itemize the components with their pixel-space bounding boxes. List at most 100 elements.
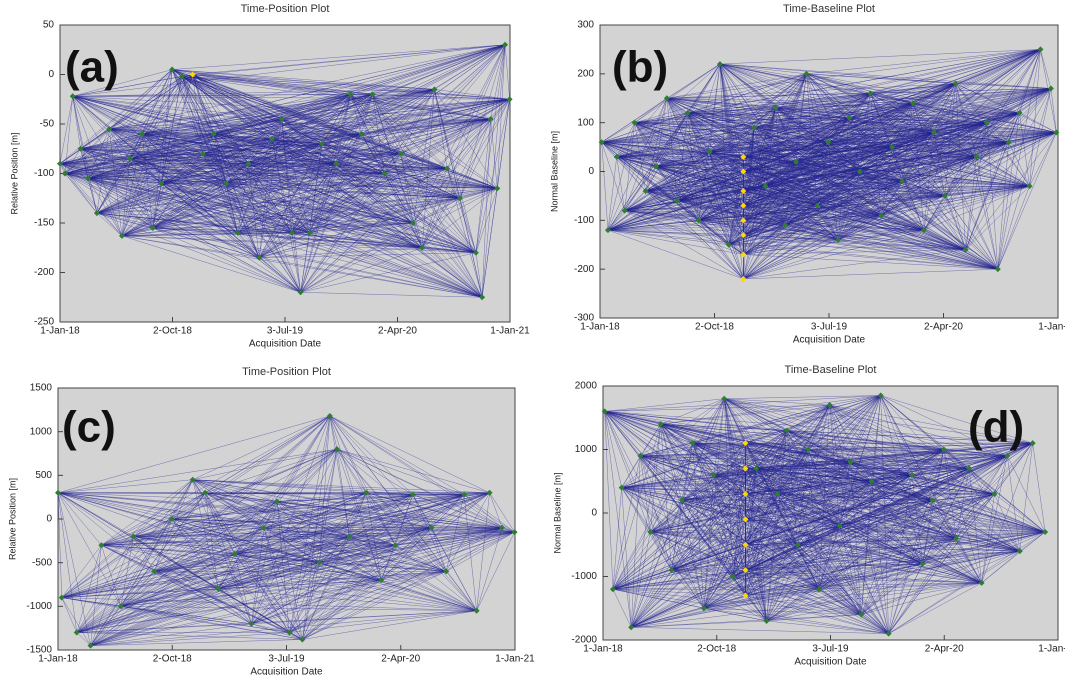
connection — [743, 88, 1052, 255]
point — [410, 220, 417, 226]
connection — [965, 49, 1041, 250]
connection — [133, 492, 367, 537]
connection — [839, 481, 872, 526]
connection — [319, 562, 477, 611]
connection — [475, 99, 510, 253]
connection — [719, 64, 744, 279]
point — [118, 232, 125, 239]
connection — [818, 481, 872, 590]
connection — [743, 49, 1041, 172]
connection — [192, 74, 351, 95]
connection — [161, 183, 301, 293]
connection — [101, 544, 219, 590]
connection — [745, 442, 1020, 552]
connection — [64, 96, 73, 174]
connection — [709, 107, 776, 153]
connection — [171, 492, 490, 520]
connection — [90, 571, 155, 646]
connection — [380, 494, 414, 581]
connection — [745, 531, 1046, 571]
connection — [372, 94, 498, 189]
connection — [745, 474, 913, 596]
connection — [192, 479, 277, 502]
connection — [459, 198, 483, 298]
connection — [631, 493, 778, 628]
connection — [965, 88, 1052, 250]
connection — [861, 582, 982, 615]
connection — [152, 153, 204, 229]
connection — [932, 500, 1020, 552]
connection — [870, 49, 1041, 94]
point — [369, 91, 376, 98]
connection — [745, 595, 767, 622]
connection — [607, 210, 625, 231]
connection — [650, 398, 725, 533]
connection — [319, 562, 447, 572]
connection — [412, 89, 435, 224]
connection — [446, 571, 477, 611]
connection — [687, 63, 721, 114]
point — [647, 529, 654, 536]
connection — [309, 163, 337, 233]
connection — [681, 500, 798, 545]
connection — [601, 142, 609, 231]
point — [742, 592, 749, 599]
x-axis-label: Acquisition Date — [793, 335, 866, 346]
connection — [276, 492, 367, 502]
x-tick-label: 1-Jan-21 — [1038, 322, 1065, 333]
connection — [743, 195, 945, 206]
connection — [955, 83, 966, 250]
connection — [154, 415, 331, 572]
connection — [234, 527, 265, 555]
connection — [728, 220, 744, 245]
point — [899, 178, 906, 185]
point — [815, 586, 822, 593]
connection — [901, 181, 966, 250]
connection — [745, 395, 881, 545]
x-tick-label: 3-Jul-19 — [267, 326, 304, 337]
point — [234, 229, 241, 236]
connection — [57, 415, 330, 494]
point — [725, 241, 732, 248]
connection — [692, 443, 705, 609]
point — [803, 70, 810, 77]
connection — [723, 398, 746, 495]
connection — [336, 163, 423, 248]
connection — [90, 448, 338, 646]
connection — [234, 501, 278, 555]
connection — [777, 430, 788, 494]
connection — [743, 132, 1057, 280]
connection — [319, 536, 350, 563]
connection — [698, 64, 721, 221]
connection — [412, 492, 490, 495]
connection — [336, 163, 448, 169]
connection — [981, 455, 1008, 583]
point — [316, 559, 323, 566]
connection — [349, 492, 490, 537]
connection — [660, 424, 683, 501]
connection — [818, 538, 957, 590]
connection — [350, 94, 483, 298]
point — [700, 605, 707, 612]
point — [940, 446, 947, 453]
connection — [72, 96, 89, 179]
connection — [271, 138, 477, 253]
connection — [64, 173, 98, 214]
connection — [612, 455, 641, 590]
connection — [271, 138, 483, 298]
connection — [745, 500, 933, 571]
connection — [336, 163, 385, 174]
y-axis-label: Relative Position [m] — [9, 132, 19, 214]
connection — [289, 610, 477, 633]
connection — [234, 448, 338, 555]
connection — [923, 132, 935, 231]
connection — [986, 49, 1041, 123]
connection — [192, 74, 373, 95]
connection — [745, 569, 819, 590]
connection — [251, 623, 303, 640]
connection — [634, 63, 721, 123]
connection — [1007, 455, 1046, 533]
connection — [152, 227, 483, 298]
point — [333, 160, 340, 167]
connection — [349, 536, 477, 611]
